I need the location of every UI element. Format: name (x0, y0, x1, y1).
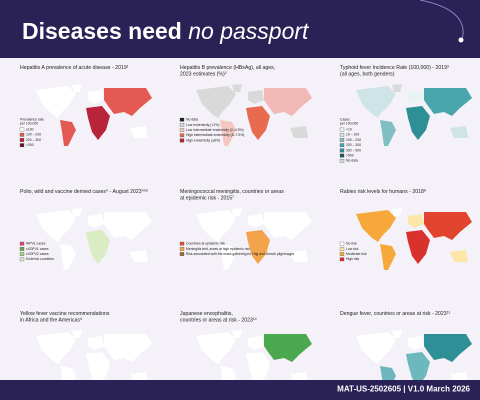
legend-title: Prevalence rate (20, 117, 44, 121)
legend-label: No data (346, 159, 358, 163)
legend-label: 100 – 200 (26, 133, 41, 137)
legend-swatch (179, 252, 185, 256)
panel-title: Rabies risk levels for humans - 2018⁸ (340, 189, 426, 195)
title-emphasis: no passport (188, 18, 310, 44)
legend-label: WPV1 cases (26, 242, 46, 246)
legend-swatch (179, 138, 185, 143)
legend-label: ≤100 (26, 128, 34, 132)
header-title: Diseases need no passport (22, 18, 310, 44)
legend-title: Cases (340, 117, 350, 121)
legend-label: 10 – 100 (346, 133, 359, 137)
legend-label: >300 (26, 143, 34, 147)
legend-label: Low intermediate endemicity (2–4.9%) (186, 128, 244, 132)
legend-label: Low risk (346, 247, 359, 251)
panel-title: Meningococcal meningitis, countries or a… (180, 189, 284, 195)
panel-title: Typhoid fever Incidence Rate (100,000) -… (340, 65, 449, 71)
panel-title: Dengue fever, countries or areas at risk… (340, 311, 450, 317)
legend-label: High risk (346, 257, 359, 261)
legend-label: High intermediate endemicity (5–7.9%) (186, 133, 244, 137)
legend-swatch (19, 138, 25, 142)
legend-swatch (339, 158, 345, 163)
legend-swatch (339, 257, 345, 262)
legend-swatch (339, 252, 345, 256)
map-panel: Japanese encephalitis,countries or areas… (180, 311, 312, 392)
legend-swatch (19, 257, 25, 262)
legend-swatch (19, 127, 25, 132)
map-panel: Polio, wild and vaccine derived cases⁴ -… (19, 189, 152, 270)
legend-swatch (339, 138, 345, 142)
footer-bar (0, 380, 480, 400)
map-panel: Hepatitis A prevalence of acute disease … (19, 65, 152, 148)
legend-swatch (179, 133, 185, 138)
legend-title: per 100,000 (20, 122, 38, 126)
map-panel: Hepatitis B prevalence (HBsAg), all ages… (179, 65, 312, 146)
legend-swatch (19, 241, 25, 246)
legend-swatch (339, 148, 345, 153)
header-bar (0, 0, 480, 58)
legend-swatch (179, 128, 185, 132)
panel-title: in Africa and the Americas⁹ (20, 318, 82, 324)
map-panel: Typhoid fever Incidence Rate (100,000) -… (339, 65, 472, 163)
legend-label: No risk (346, 242, 357, 246)
panels: Hepatitis A prevalence of acute disease … (19, 65, 472, 392)
title-main: Diseases need (22, 18, 182, 44)
legend-swatch (339, 143, 345, 148)
legend-swatch (339, 241, 345, 246)
legend-swatch (19, 252, 25, 256)
panel-title: Hepatitis B prevalence (HBsAg), all ages… (180, 65, 275, 71)
legend-swatch (339, 247, 345, 251)
legend-label: cVDPV2 cases (26, 252, 49, 256)
legend-swatch (339, 127, 345, 132)
legend-label: Endemic countries (26, 257, 54, 261)
legend-swatch (19, 143, 25, 148)
legend-label: Meningitis belt, areas at high epidemic … (186, 247, 250, 251)
legend-label: >500 (346, 154, 354, 158)
header-dot (458, 37, 464, 43)
legend-label: Low endemicity (<2%) (186, 123, 219, 127)
legend-swatch (339, 153, 345, 158)
panel-title: at epidemic risk - 2015⁷ (180, 196, 234, 202)
header-decoration (419, 0, 464, 41)
legend-title: per 100,000 (340, 122, 358, 126)
legend-label: cVDPV1 cases (26, 247, 49, 251)
legend-label: Moderate risk (346, 252, 367, 256)
legend-swatch (179, 123, 185, 127)
legend-label: 300 – 500 (346, 148, 361, 152)
legend-swatch (19, 247, 25, 251)
panel-title: 2023 estimates (%)² (180, 72, 227, 78)
legend-label: Risk associated with the mass gathering … (186, 252, 294, 256)
panel-title: (all ages, both genders) (340, 72, 395, 78)
map-panel: Dengue fever, countries or areas at risk… (340, 311, 472, 392)
legend-label: 200 – 300 (346, 143, 361, 147)
legend-swatch (19, 132, 25, 137)
panel-title: Japanese encephalitis, (180, 311, 233, 317)
legend-swatch (179, 247, 185, 251)
legend-swatch (179, 241, 185, 246)
legend-label: 100 – 200 (346, 138, 361, 142)
legend-label: No data (186, 118, 198, 122)
legend-label: Countries at epidemic risk (186, 242, 225, 246)
panel-title: Hepatitis A prevalence of acute disease … (20, 65, 129, 71)
footer-code: MAT-US-2502605 | V1.0 March 2026 (337, 385, 470, 394)
panel-title: countries or areas at risk - 2023¹⁰ (180, 318, 257, 324)
legend-label: <10 (346, 128, 352, 132)
legend-label: High endemicity (≥8%) (186, 138, 220, 142)
legend-swatch (339, 132, 345, 137)
legend-label: 200 – 300 (26, 138, 41, 142)
map-panel: Meningococcal meningitis, countries or a… (179, 189, 312, 270)
legend-swatch (179, 117, 185, 122)
map-panel: Rabies risk levels for humans - 2018⁸ No … (339, 189, 472, 270)
panel-title: Polio, wild and vaccine derived cases⁴ -… (20, 189, 148, 195)
panel-title: Yellow fever vaccine recommendations (20, 311, 110, 317)
